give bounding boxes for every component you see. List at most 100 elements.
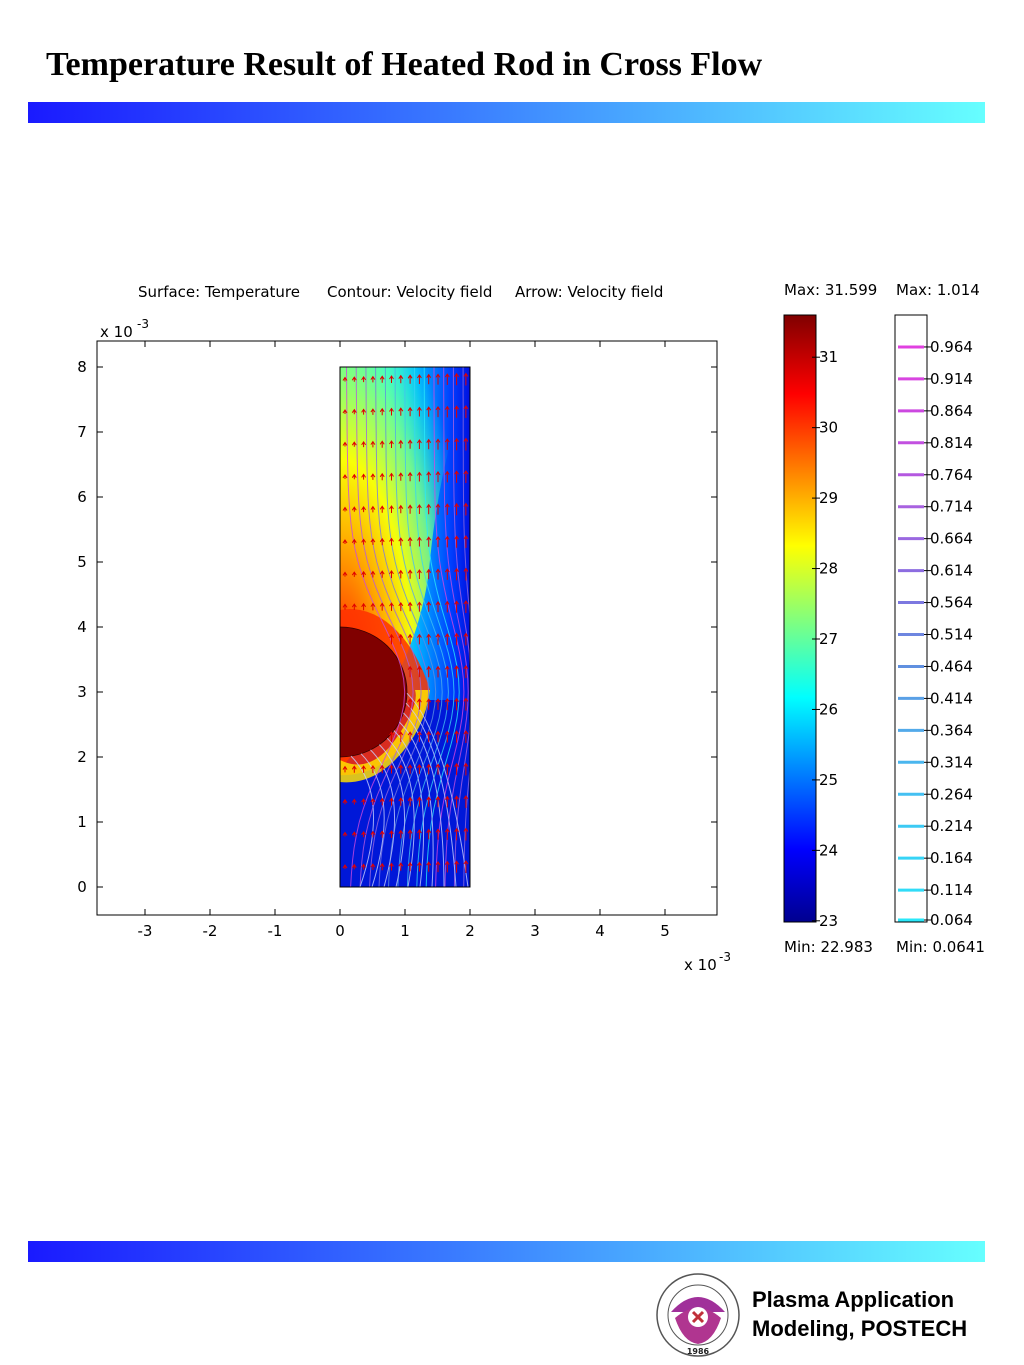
x-tick-label: 5: [660, 922, 670, 940]
velocity-arrow: [454, 535, 460, 548]
temperature-figure: Surface: Temperature Contour: Velocity f…: [77, 281, 985, 974]
velocity-arrow: [426, 601, 432, 612]
flow-domain: [340, 367, 470, 887]
velocity-level-label: 0.364: [930, 721, 973, 739]
velocity-level-label: 0.114: [930, 881, 973, 899]
velocity-level-label: 0.764: [930, 466, 973, 484]
velocity-contour-line: [360, 753, 385, 887]
velocity-arrow: [435, 665, 441, 678]
velocity-arrow: [416, 439, 422, 449]
x-tick-label: 3: [530, 922, 540, 940]
y-tick-label: 5: [77, 553, 87, 571]
velocity-arrow: [435, 503, 441, 515]
velocity-arrow: [444, 633, 450, 645]
velocity-arrow: [379, 862, 385, 871]
velocity-arrow: [444, 600, 450, 613]
velocity-contour-line: [355, 367, 414, 887]
velocity-arrow: [426, 763, 432, 775]
velocity-arrow: [342, 603, 348, 610]
velocity-arrow: [454, 860, 460, 873]
velocity-arrow: [444, 860, 450, 873]
x-tick-label: -1: [268, 922, 283, 940]
x-multiplier-exponent: -3: [719, 950, 731, 964]
plot-header-contour: Contour: Velocity field: [327, 283, 492, 301]
velocity-arrow: [389, 862, 394, 871]
top-gradient-bar: [28, 102, 985, 123]
footer-line-2: Modeling, POSTECH: [752, 1316, 968, 1341]
velocity-arrow: [426, 471, 432, 482]
plot-header-arrow: Arrow: Velocity field: [515, 283, 663, 301]
velocity-level-label: 0.614: [930, 562, 973, 580]
velocity-arrow: [416, 374, 422, 384]
velocity-arrow: [389, 472, 394, 481]
velocity-arrow: [370, 602, 376, 611]
velocity-arrow: [454, 697, 460, 711]
velocity-arrow: [370, 798, 376, 805]
velocity-arrow: [342, 765, 348, 773]
velocity-arrow: [351, 506, 357, 512]
velocity-arrow: [444, 503, 450, 515]
velocity-level-label: 0.464: [930, 657, 973, 675]
temperature-tick-label: 28: [819, 560, 838, 578]
velocity-arrow: [416, 763, 422, 775]
velocity-arrow: [398, 472, 404, 481]
velocity-level-label: 0.414: [930, 689, 973, 707]
velocity-arrow: [389, 505, 394, 513]
velocity-arrow: [407, 406, 413, 417]
velocity-arrow: [389, 375, 394, 383]
velocity-arrow: [361, 473, 367, 480]
velocity-contour-line: [375, 367, 430, 887]
velocity-arrow: [454, 730, 460, 743]
y-tick-label: 1: [77, 813, 87, 831]
velocity-arrow: [463, 827, 469, 841]
slide-title: Temperature Result of Heated Rod in Cros…: [46, 46, 763, 83]
velocity-contour-line: [386, 737, 415, 887]
velocity-arrow: [416, 536, 422, 547]
x-axis-ticks: -3 -2 -1 0 1 2 3 4 5: [138, 341, 670, 940]
velocity-arrow: [370, 505, 376, 513]
velocity-arrow: [407, 471, 413, 482]
velocity-arrow: [351, 473, 357, 480]
velocity-arrow: [361, 798, 367, 805]
velocity-arrows: [342, 372, 469, 873]
velocity-arrow: [389, 602, 394, 611]
velocity-arrow: [426, 828, 432, 840]
velocity-arrow: [444, 373, 450, 385]
velocity-arrow: [407, 601, 413, 612]
y-multiplier-exponent: -3: [137, 317, 149, 331]
velocity-arrow: [416, 698, 422, 710]
plot-header-surface: Surface: Temperature: [138, 283, 300, 301]
velocity-contour-line: [462, 367, 470, 887]
velocity-arrow: [370, 473, 376, 480]
velocity-arrow: [454, 437, 460, 451]
velocity-arrow: [463, 405, 469, 418]
velocity-arrow: [435, 828, 441, 840]
y-tick-label: 3: [77, 683, 87, 701]
y-tick-label: 7: [77, 423, 87, 441]
y-tick-label: 6: [77, 488, 87, 506]
velocity-level-label: 0.664: [930, 530, 973, 548]
velocity-arrow: [389, 797, 394, 806]
velocity-arrow: [398, 504, 404, 514]
y-axis-ticks: 0 1 2 3 4 5 6 7 8: [77, 358, 717, 896]
velocity-level-label: 0.314: [930, 753, 973, 771]
footer-line-1: Plasma Application: [752, 1287, 955, 1312]
velocity-arrow: [416, 406, 422, 417]
temperature-tick-label: 24: [819, 841, 838, 859]
velocity-contour-line: [403, 712, 445, 887]
velocity-arrow: [426, 633, 432, 645]
velocity-arrow: [342, 798, 348, 805]
velocity-arrow: [370, 830, 376, 838]
velocity-contour-line: [423, 367, 460, 887]
velocity-contour-line: [384, 367, 437, 887]
velocity-arrow: [454, 795, 460, 808]
velocity-arrow: [351, 538, 357, 545]
temperature-colorbar: [783, 314, 817, 923]
velocity-arrow: [398, 439, 404, 449]
velocity-contour-line: [350, 755, 374, 887]
x-tick-label: 4: [595, 922, 605, 940]
velocity-level-label: 0.214: [930, 817, 973, 835]
velocity-legend-box: [894, 314, 928, 923]
y-tick-label: 4: [77, 618, 87, 636]
domain-border: [339, 366, 471, 888]
